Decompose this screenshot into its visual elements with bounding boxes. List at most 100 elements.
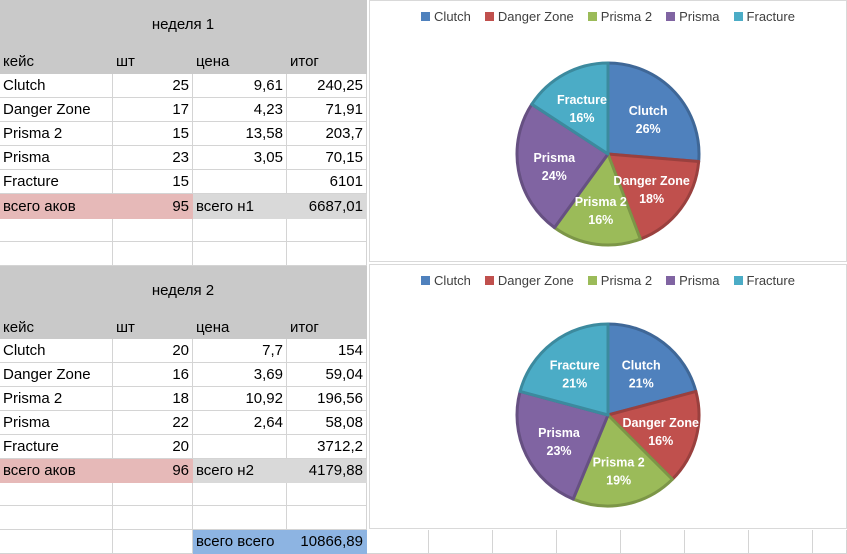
table-cell[interactable]: 10,92 — [193, 387, 287, 411]
legend-item-fracture[interactable]: Fracture — [733, 273, 795, 288]
table-cell[interactable]: Danger Zone — [0, 98, 113, 122]
table-cell[interactable]: 22 — [113, 411, 193, 435]
table-cell[interactable]: 240,25 — [287, 74, 367, 98]
empty-cell[interactable] — [0, 506, 113, 530]
legend-item-danger-zone[interactable]: Danger Zone — [484, 273, 574, 288]
legend-item-prisma-2[interactable]: Prisma 2 — [587, 9, 652, 24]
table-cell[interactable]: 6101 — [287, 170, 367, 194]
legend-item-prisma[interactable]: Prisma — [666, 9, 720, 24]
chart-legend[interactable]: Clutch Danger Zone Prisma 2 Prisma Fract… — [370, 273, 846, 288]
table-cell[interactable]: 2,64 — [193, 411, 287, 435]
table-cell[interactable]: Prisma 2 — [0, 122, 113, 146]
pie-slice-fracture[interactable] — [518, 322, 610, 417]
table-cell[interactable]: 20 — [113, 435, 193, 459]
table-cell[interactable]: Prisma 2 — [0, 387, 113, 411]
col-header-qty[interactable]: шт — [113, 50, 193, 74]
col-header-price[interactable]: цена — [193, 316, 287, 339]
table-cell[interactable]: 23 — [113, 146, 193, 170]
week1-title[interactable]: неделя 1 — [0, 0, 367, 50]
empty-cell[interactable] — [813, 530, 847, 554]
table-cell[interactable]: 58,08 — [287, 411, 367, 435]
table-cell[interactable]: Danger Zone — [0, 363, 113, 387]
sum-label[interactable]: всего н1 — [193, 194, 287, 219]
col-header-total[interactable]: итог — [287, 50, 367, 74]
table-cell[interactable]: 18 — [113, 387, 193, 411]
total-label[interactable]: всего аков — [0, 194, 113, 219]
table-cell[interactable]: 196,56 — [287, 387, 367, 411]
empty-cell[interactable] — [0, 242, 113, 266]
chart-legend[interactable]: Clutch Danger Zone Prisma 2 Prisma Fract… — [370, 9, 846, 24]
empty-cell[interactable] — [193, 219, 287, 242]
table-cell[interactable]: 17 — [113, 98, 193, 122]
table-cell[interactable] — [193, 170, 287, 194]
col-header-price[interactable]: цена — [193, 50, 287, 74]
empty-cell[interactable] — [193, 483, 287, 506]
empty-cell[interactable] — [0, 530, 113, 554]
sum-value[interactable]: 4179,88 — [287, 459, 367, 483]
table-cell[interactable]: Fracture — [0, 435, 113, 459]
legend-item-clutch[interactable]: Clutch — [421, 9, 471, 24]
table-cell[interactable]: 71,91 — [287, 98, 367, 122]
table-cell[interactable]: 3712,2 — [287, 435, 367, 459]
table-cell[interactable] — [193, 435, 287, 459]
empty-cell[interactable] — [429, 530, 493, 554]
pie-slice-fracture[interactable] — [530, 61, 610, 156]
empty-cell[interactable] — [113, 506, 193, 530]
table-cell[interactable]: 59,04 — [287, 363, 367, 387]
empty-cell[interactable] — [193, 506, 287, 530]
pie-slice-prisma[interactable] — [515, 102, 610, 230]
col-header-qty[interactable]: шт — [113, 316, 193, 339]
table-cell[interactable]: 16 — [113, 363, 193, 387]
total-label[interactable]: всего аков — [0, 459, 113, 483]
empty-cell[interactable] — [287, 483, 367, 506]
legend-item-clutch[interactable]: Clutch — [421, 273, 471, 288]
sum-value[interactable]: 6687,01 — [287, 194, 367, 219]
pie-slice-clutch[interactable] — [606, 322, 698, 417]
legend-item-danger-zone[interactable]: Danger Zone — [484, 9, 574, 24]
total-count[interactable]: 95 — [113, 194, 193, 219]
pie-slice-clutch[interactable] — [606, 61, 701, 164]
grand-total-value[interactable]: 10866,89 — [287, 530, 367, 554]
empty-cell[interactable] — [0, 219, 113, 242]
legend-item-prisma-2[interactable]: Prisma 2 — [587, 273, 652, 288]
table-cell[interactable]: Prisma — [0, 411, 113, 435]
col-header-case[interactable]: кейс — [0, 316, 113, 339]
table-cell[interactable]: 203,7 — [287, 122, 367, 146]
empty-cell[interactable] — [113, 530, 193, 554]
empty-cell[interactable] — [113, 483, 193, 506]
table-cell[interactable]: 7,7 — [193, 339, 287, 363]
empty-cell[interactable] — [685, 530, 749, 554]
empty-cell[interactable] — [621, 530, 685, 554]
empty-cell[interactable] — [287, 506, 367, 530]
table-cell[interactable]: 20 — [113, 339, 193, 363]
empty-cell[interactable] — [367, 530, 429, 554]
empty-cell[interactable] — [557, 530, 621, 554]
legend-item-fracture[interactable]: Fracture — [733, 9, 795, 24]
pie-slice-danger-zone[interactable] — [606, 152, 701, 241]
empty-cell[interactable] — [493, 530, 557, 554]
table-cell[interactable]: 154 — [287, 339, 367, 363]
pie-chart-week1[interactable]: Clutch Danger Zone Prisma 2 Prisma Fract… — [369, 0, 847, 262]
empty-cell[interactable] — [287, 219, 367, 242]
table-cell[interactable]: 13,58 — [193, 122, 287, 146]
pie-chart-week2[interactable]: Clutch Danger Zone Prisma 2 Prisma Fract… — [369, 264, 847, 529]
pie-slice-danger-zone[interactable] — [606, 389, 701, 481]
table-cell[interactable]: 70,15 — [287, 146, 367, 170]
table-cell[interactable]: 4,23 — [193, 98, 287, 122]
legend-item-prisma[interactable]: Prisma — [666, 273, 720, 288]
table-cell[interactable]: 3,05 — [193, 146, 287, 170]
table-cell[interactable]: Clutch — [0, 74, 113, 98]
table-cell[interactable]: Clutch — [0, 339, 113, 363]
table-cell[interactable]: 3,69 — [193, 363, 287, 387]
grand-total-label[interactable]: всего всего — [193, 530, 287, 554]
empty-cell[interactable] — [287, 242, 367, 266]
empty-cell[interactable] — [113, 219, 193, 242]
table-cell[interactable]: Fracture — [0, 170, 113, 194]
week2-title[interactable]: неделя 2 — [0, 266, 367, 316]
total-count[interactable]: 96 — [113, 459, 193, 483]
empty-cell[interactable] — [113, 242, 193, 266]
pie-slice-prisma-2[interactable] — [571, 413, 674, 508]
pie-slice-prisma-2[interactable] — [553, 152, 642, 247]
pie-slice-prisma[interactable] — [515, 389, 610, 501]
col-header-case[interactable]: кейс — [0, 50, 113, 74]
